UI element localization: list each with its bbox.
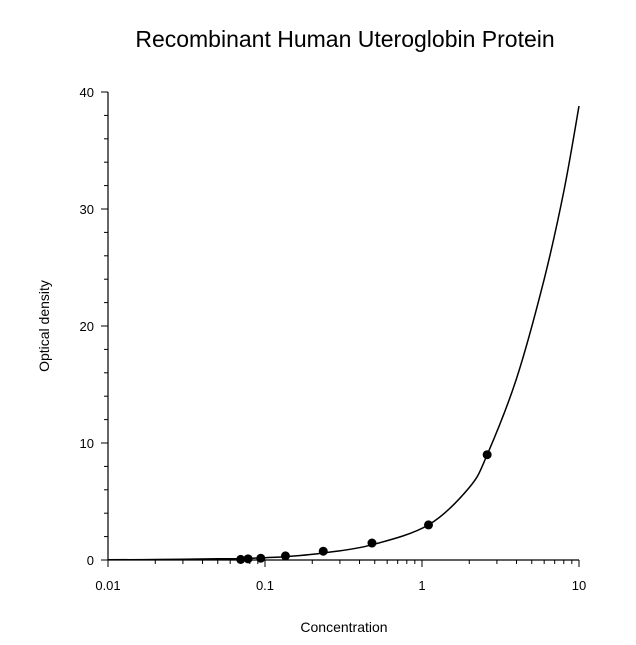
data-point [280,551,290,561]
data-point [423,520,433,530]
y-tick-label: 20 [80,319,94,334]
x-tick-label: 10 [572,578,586,593]
data-point [318,546,328,556]
data-point [236,554,246,564]
data-point [243,554,253,564]
ticks: 0 10 20 30 40 0.01 0.1 1 10 [80,85,587,593]
x-axis-label: Concentration [300,619,387,635]
data-point [256,553,266,563]
chart-title: Recombinant Human Uteroglobin Protein [135,26,554,52]
x-tick-label: 0.1 [256,578,274,593]
axes [107,92,579,561]
y-tick-label: 0 [87,553,94,568]
data-points [236,450,492,564]
x-tick-label: 0.01 [95,578,120,593]
y-axis-label: Optical density [36,280,52,372]
y-tick-label: 30 [80,202,94,217]
fitted-curve-group [107,105,580,561]
fitted-curve [107,105,580,561]
y-tick-label: 10 [80,436,94,451]
data-point [482,450,492,460]
y-tick-label: 40 [80,85,94,100]
x-tick-label: 1 [418,578,425,593]
data-point [367,538,377,548]
